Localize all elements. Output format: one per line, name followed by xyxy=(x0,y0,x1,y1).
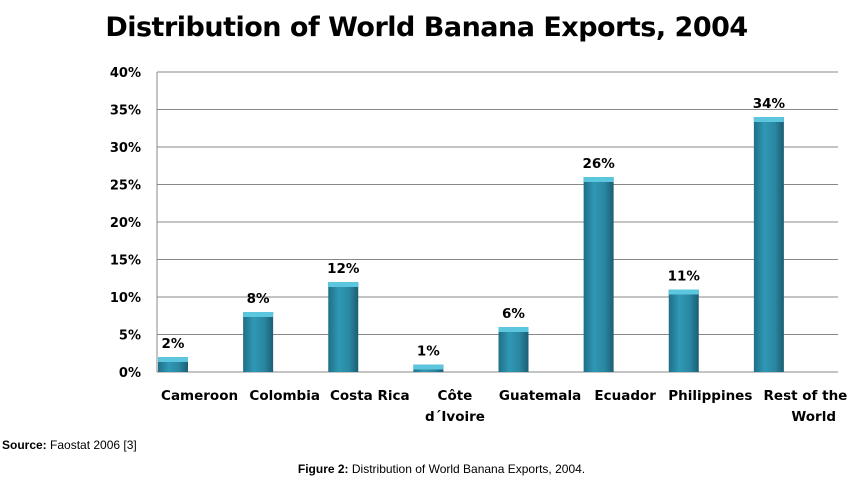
bar xyxy=(243,312,274,372)
source-note: Source: Faostat 2006 [3] xyxy=(2,438,137,452)
data-label: 2% xyxy=(162,336,185,352)
y-tick-label: 0% xyxy=(119,366,141,381)
chart-title: Distribution of World Banana Exports, 20… xyxy=(105,12,748,43)
bar-top-highlight xyxy=(583,177,614,182)
bar-top-highlight xyxy=(668,289,699,295)
x-tick-label: Philippines xyxy=(668,388,752,404)
bar xyxy=(498,327,529,372)
bar xyxy=(583,177,614,372)
x-tick-label: d´Ivoire xyxy=(425,409,485,425)
bar-top-highlight xyxy=(158,357,188,362)
x-tick-label: Côte xyxy=(438,388,473,404)
x-tick-label: Costa Rica xyxy=(330,388,410,404)
bar-top-highlight xyxy=(498,327,529,332)
y-tick-label: 35% xyxy=(110,104,141,119)
bar-top-highlight xyxy=(328,282,359,287)
y-tick-label: 15% xyxy=(110,254,141,269)
bar-top-highlight xyxy=(753,117,784,122)
data-label: 6% xyxy=(502,306,525,322)
x-tick-label: Rest of the xyxy=(764,388,848,404)
bar xyxy=(753,117,784,372)
figure-caption: Figure 2: Distribution of World Banana E… xyxy=(0,462,853,476)
data-label: 26% xyxy=(582,156,615,172)
x-tick-label: Colombia xyxy=(249,388,320,404)
y-tick-label: 25% xyxy=(110,179,141,194)
data-label: 34% xyxy=(753,96,786,112)
y-tick-label: 20% xyxy=(110,216,141,231)
caption-label: Figure 2: xyxy=(297,462,349,476)
data-label: 12% xyxy=(327,261,360,277)
caption-text: Distribution of World Banana Exports, 20… xyxy=(348,462,586,476)
y-tick-label: 30% xyxy=(110,141,141,156)
x-tick-label: Cameroon xyxy=(161,388,238,404)
data-label: 11% xyxy=(668,269,701,285)
bar-top-highlight xyxy=(413,364,444,370)
bar xyxy=(328,282,359,372)
data-label: 8% xyxy=(247,291,270,307)
y-tick-label: 5% xyxy=(119,329,141,344)
y-tick-label: 40% xyxy=(110,66,141,81)
y-tick-label: 10% xyxy=(110,291,141,306)
data-label: 1% xyxy=(417,344,440,360)
source-label: Source: xyxy=(2,438,47,452)
bar xyxy=(668,289,699,372)
x-tick-label: Guatemala xyxy=(499,388,581,404)
x-tick-label: World xyxy=(791,409,836,425)
x-tick-label: Ecuador xyxy=(594,388,656,404)
source-text: Faostat 2006 [3] xyxy=(46,438,137,452)
bar-top-highlight xyxy=(243,312,274,317)
